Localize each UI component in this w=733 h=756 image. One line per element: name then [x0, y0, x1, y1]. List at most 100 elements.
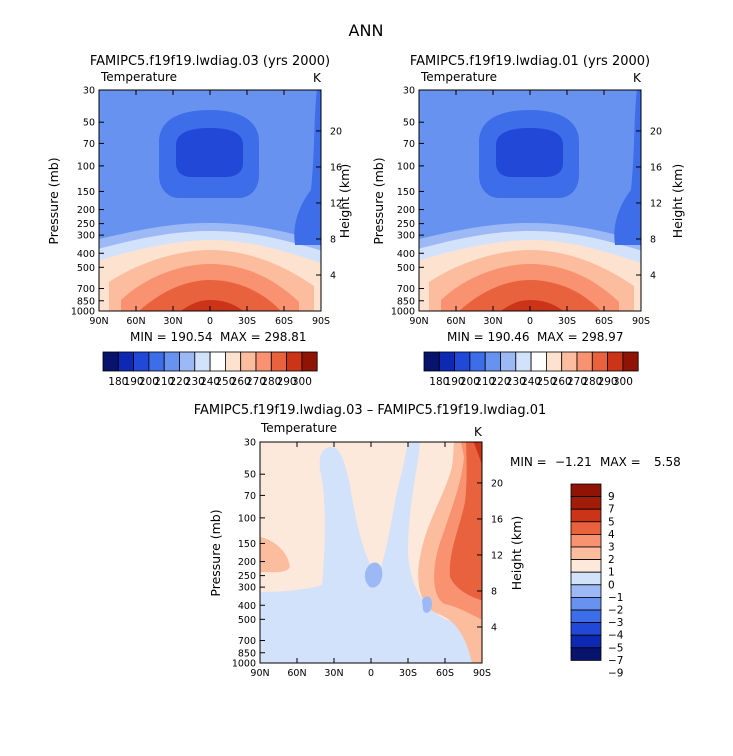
panel-2: FAMIPC5.f19f19.lwdiag.01 (yrs 2000) Temp… [371, 54, 685, 388]
panel-3-ytick-label: 850 [238, 648, 256, 659]
panel-1-ytick-label: 300 [77, 231, 95, 242]
panel-2-ticks: 90N 60N 30N 0 30S 60S 90S 30 50 70 100 150 200 250300… [391, 86, 662, 328]
panel-1-colorbar-box [179, 351, 196, 372]
panel-2-colorbar-label: 280 [582, 376, 602, 388]
panel-2-ytick-label: 150 [397, 187, 415, 198]
panel-2-xtick-label: 90S [632, 316, 650, 327]
panel-1-colorbar-label: 290 [277, 376, 297, 388]
panel-2-colorbar-label: 230 [506, 376, 526, 388]
panel-2-max-label: MAX = 298.97 [537, 330, 623, 344]
panel-1-xtick-label: 60S [275, 316, 293, 327]
panel-3-field-label: Temperature [260, 421, 337, 435]
panel-3-colorbar-label: −2 [608, 605, 623, 617]
panel-3: FAMIPC5.f19f19.lwdiag.03 – FAMIPC5.f19f1… [194, 403, 681, 680]
panel-2-ytick-right-label: 12 [650, 198, 662, 209]
panel-3-colorbar-box [570, 634, 602, 649]
panel-2-xtick-label: 60S [595, 316, 613, 327]
panel-1-colorbar-box [209, 351, 226, 372]
panel-3-colorbar-label: 7 [608, 504, 615, 516]
panel-3-ytick-right-label: 4 [491, 622, 497, 633]
panel-2-ytick-label: 300 [397, 231, 415, 242]
panel-3-xtick-label: 90S [473, 668, 491, 679]
panel-1-units: K [313, 71, 322, 85]
panel-2-ytick-label: 50 [403, 118, 415, 129]
panel-1-colorbar-label: 280 [261, 376, 281, 388]
panel-2-field-label: Temperature [420, 70, 497, 84]
panel-1-field-label: Temperature [100, 70, 177, 84]
panel-3-min-label: MIN = [510, 455, 547, 469]
panel-2-ytick-right-label: 20 [650, 126, 662, 137]
panel-2-xtick-label: 0 [527, 316, 533, 327]
panel-1-colorbar-box [133, 351, 150, 372]
panel-2-band-290 [459, 280, 601, 311]
panel-1-colorbar-box [255, 351, 272, 372]
panel-3-ytick-right-label: 20 [491, 478, 503, 489]
panel-2-ytick-label: 200 [397, 205, 415, 216]
panel-2-colorbar-box [576, 351, 593, 372]
panel-3-band-neg2-neg1 [364, 562, 383, 588]
panel-1-ytick-label: 50 [83, 118, 95, 129]
panel-3-ytick-label: 150 [238, 539, 256, 550]
panel-3-title: FAMIPC5.f19f19.lwdiag.03 – FAMIPC5.f19f1… [194, 403, 547, 418]
panel-1-ytick-right-label: 4 [330, 270, 336, 281]
panel-1-colorbar-label: 250 [215, 376, 235, 388]
panel-3-ytick-label: 500 [238, 615, 256, 626]
panel-1-xtick-label: 60N [126, 316, 145, 327]
panel-3-colorbar-box [570, 508, 602, 523]
panel-3-colorbar-box [570, 584, 602, 598]
panel-2-band-300 [500, 300, 564, 311]
panel-1-ytick-right-label: 20 [330, 126, 342, 137]
panel-2-ylabel-right: Height (km) [670, 164, 685, 238]
panel-2-ylabel: Pressure (mb) [371, 157, 386, 244]
panel-1-colorbar-label: 220 [169, 376, 189, 388]
panel-1-ytick-label: 850 [77, 296, 95, 307]
panel-2-colorbar-box [423, 351, 440, 372]
panel-2-ytick-label: 30 [403, 86, 415, 97]
panel-3-colorbar-box [570, 546, 602, 561]
panel-2-colorbar-label: 200 [460, 376, 480, 388]
panel-1-ytick-label: 500 [77, 263, 95, 274]
panel-2-colorbar-box [530, 351, 547, 372]
panel-3-band-0-1-spot [360, 477, 380, 490]
panel-2-ytick-label: 250 [397, 219, 415, 230]
panel-2-colorbar-box [591, 351, 608, 372]
panel-2-colorbar-box [454, 351, 471, 372]
panel-2-ytick-label: 850 [397, 296, 415, 307]
panel-3-colorbar-label: 4 [608, 529, 615, 541]
panel-2-colorbar-box [561, 351, 578, 372]
panel-3-colorbar-label: 1 [608, 567, 615, 579]
panel-1-colorbar-box [224, 351, 242, 372]
panel-3-max-label: MAX = [600, 455, 641, 469]
panel-1-ytick-label: 1000 [71, 307, 95, 318]
panel-2-ytick-label: 500 [397, 263, 415, 274]
panel-1-ylabel-right: Height (km) [337, 164, 352, 238]
panel-1-ytick-right-label: 12 [330, 198, 342, 209]
panel-1-min-label: MIN = 190.54 [130, 330, 213, 344]
panel-3-colorbar-label: 5 [608, 516, 615, 528]
panel-1-colorbar-label: 210 [154, 376, 174, 388]
panel-2-band-220-right [614, 90, 641, 245]
panel-2-colorbar-box [438, 351, 455, 372]
panel-1-ytick-right-label: 8 [330, 234, 336, 245]
panel-3-colorbar-box [570, 622, 602, 636]
panel-3-ytick-right-label: 8 [491, 586, 497, 597]
panel-1-colorbar-label: 180 [108, 376, 128, 388]
panel-3-ytick-label: 300 [238, 583, 256, 594]
panel-2-ytick-label: 70 [403, 139, 415, 150]
panel-1-ytick-label: 250 [77, 219, 95, 230]
panel-3-ytick-right-label: 12 [491, 550, 503, 561]
panel-3-xtick-label: 90N [250, 668, 269, 679]
panel-1-colorbar-label: 240 [200, 376, 220, 388]
panel-3-colorbar-label: −3 [608, 617, 623, 629]
panel-1-plot-area: 90N 60N 30N 0 30S 60S 90S 30 50 70 100 150 200 250300… [71, 86, 342, 328]
panel-3-band-1-2-left [260, 537, 290, 573]
panel-3-colorbar-box [570, 571, 602, 586]
panel-3-colorbar-label: 9 [608, 491, 615, 503]
panel-1-ytick-label: 150 [77, 187, 95, 198]
panel-3-colorbar-box [570, 647, 602, 661]
panel-1-colorbar-box [148, 351, 165, 372]
panel-3-colorbar-box [570, 521, 602, 535]
panel-1-colorbar-label: 200 [139, 376, 159, 388]
panel-1-xtick-label: 30S [238, 316, 256, 327]
